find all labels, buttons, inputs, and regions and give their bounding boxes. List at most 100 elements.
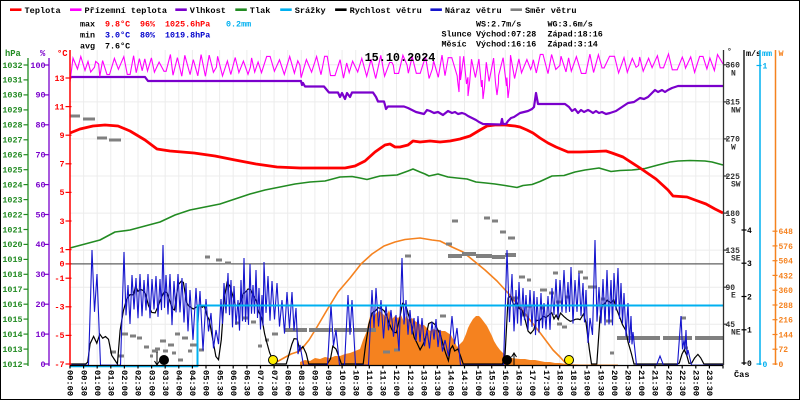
svg-text:°C: °C	[57, 49, 68, 59]
svg-text:225: 225	[726, 173, 741, 182]
svg-text:360: 360	[726, 62, 741, 71]
svg-text:1013: 1013	[2, 345, 22, 355]
svg-text:hPa: hPa	[5, 49, 22, 59]
svg-text:10:00: 10:00	[337, 370, 347, 396]
svg-text:°: °	[727, 48, 732, 57]
svg-text:1025.6hPa: 1025.6hPa	[165, 20, 210, 30]
svg-text:05:00: 05:00	[201, 370, 211, 396]
svg-text:Měsíc: Měsíc	[442, 40, 467, 50]
svg-text:SE: SE	[731, 255, 741, 264]
svg-text:45: 45	[726, 321, 736, 330]
svg-text:1025: 1025	[2, 166, 22, 176]
svg-text:216: 216	[779, 317, 794, 326]
svg-text:50: 50	[35, 210, 45, 220]
svg-text:1031: 1031	[2, 76, 22, 86]
svg-text:WS:2.7m/s: WS:2.7m/s	[476, 20, 521, 30]
svg-text:21:00: 21:00	[636, 370, 646, 396]
svg-text:1021: 1021	[2, 225, 22, 235]
svg-text:1026: 1026	[2, 151, 22, 161]
svg-text:15:30: 15:30	[486, 370, 496, 396]
svg-text:09:00: 09:00	[310, 370, 320, 396]
svg-text:09:30: 09:30	[323, 370, 333, 396]
svg-text:-5: -5	[54, 331, 64, 341]
svg-text:1014: 1014	[2, 330, 22, 340]
svg-text:14:30: 14:30	[459, 370, 469, 396]
svg-text:06:00: 06:00	[228, 370, 238, 396]
svg-text:13:00: 13:00	[418, 370, 428, 396]
svg-text:1023: 1023	[2, 195, 22, 205]
svg-text:Slunce: Slunce	[442, 30, 472, 40]
svg-text:1017: 1017	[2, 285, 22, 295]
svg-text:07:30: 07:30	[269, 370, 279, 396]
svg-text:72: 72	[779, 346, 789, 355]
svg-text:180: 180	[726, 210, 741, 219]
svg-text:100: 100	[30, 61, 45, 71]
svg-text:23:30: 23:30	[704, 370, 714, 396]
svg-text:NW: NW	[731, 106, 741, 115]
svg-text:4: 4	[747, 227, 752, 236]
svg-text:0: 0	[779, 361, 784, 370]
svg-text:W: W	[731, 143, 736, 152]
svg-text:01:00: 01:00	[92, 370, 102, 396]
svg-text:11:00: 11:00	[364, 370, 374, 396]
svg-text:02:30: 02:30	[133, 370, 143, 396]
svg-text:19:00: 19:00	[582, 370, 592, 396]
svg-text:11:30: 11:30	[378, 370, 388, 396]
svg-text:-7: -7	[54, 360, 64, 370]
svg-text:22:30: 22:30	[677, 370, 687, 396]
svg-text:7: 7	[59, 160, 64, 170]
svg-text:Vlhkost: Vlhkost	[190, 6, 226, 16]
svg-text:20:00: 20:00	[609, 370, 619, 396]
svg-text:max: max	[80, 20, 95, 30]
svg-text:270: 270	[726, 136, 741, 145]
svg-text:S: S	[731, 218, 736, 227]
svg-text:1028: 1028	[2, 121, 22, 131]
svg-text:04:30: 04:30	[187, 370, 197, 396]
svg-text:03:00: 03:00	[146, 370, 156, 396]
svg-text:W: W	[779, 49, 785, 59]
svg-text:06:30: 06:30	[242, 370, 252, 396]
svg-text:Přízemní teplota: Přízemní teplota	[85, 6, 168, 16]
svg-text:70: 70	[35, 151, 45, 161]
svg-text:02:00: 02:00	[119, 370, 129, 396]
svg-text:15:00: 15:00	[473, 370, 483, 396]
svg-text:04:00: 04:00	[174, 370, 184, 396]
svg-text:Západ:3:14: Západ:3:14	[548, 40, 598, 50]
svg-text:1: 1	[59, 245, 64, 255]
svg-text:1020: 1020	[2, 240, 22, 250]
svg-text:432: 432	[779, 272, 794, 281]
svg-text:1016: 1016	[2, 300, 22, 310]
svg-text:576: 576	[779, 243, 794, 252]
svg-text:3: 3	[747, 260, 752, 269]
svg-text:90: 90	[35, 91, 45, 101]
svg-text:17:30: 17:30	[541, 370, 551, 396]
svg-text:0: 0	[763, 361, 768, 370]
svg-text:avg: avg	[80, 42, 95, 52]
svg-text:E: E	[731, 292, 736, 301]
svg-text:0.2mm: 0.2mm	[226, 20, 251, 30]
svg-text:mm: mm	[762, 49, 772, 59]
svg-text:5: 5	[59, 188, 64, 198]
svg-text:%: %	[40, 49, 46, 59]
svg-text:1022: 1022	[2, 210, 22, 220]
svg-text:9: 9	[59, 131, 64, 141]
svg-text:19:30: 19:30	[595, 370, 605, 396]
svg-text:1015: 1015	[2, 315, 22, 325]
svg-text:Východ:16:16: Východ:16:16	[476, 40, 536, 50]
svg-text:1032: 1032	[2, 61, 22, 71]
svg-text:1019.8hPa: 1019.8hPa	[165, 31, 210, 41]
svg-text:13: 13	[54, 74, 64, 84]
svg-text:60: 60	[35, 180, 45, 190]
svg-text:648: 648	[779, 228, 794, 237]
svg-text:Směr větru: Směr větru	[525, 6, 577, 16]
svg-text:20:30: 20:30	[623, 370, 633, 396]
svg-text:Východ:07:28: Východ:07:28	[476, 30, 536, 40]
svg-text:00:00: 00:00	[65, 370, 75, 396]
svg-text:Tlak: Tlak	[250, 6, 271, 16]
svg-text:08:30: 08:30	[296, 370, 306, 396]
svg-text:16:30: 16:30	[514, 370, 524, 396]
svg-text:Náraz větru: Náraz větru	[445, 6, 502, 16]
svg-text:Západ:18:16: Západ:18:16	[548, 30, 603, 40]
svg-text:-3: -3	[54, 303, 64, 313]
svg-text:Teplota: Teplota	[25, 6, 61, 16]
